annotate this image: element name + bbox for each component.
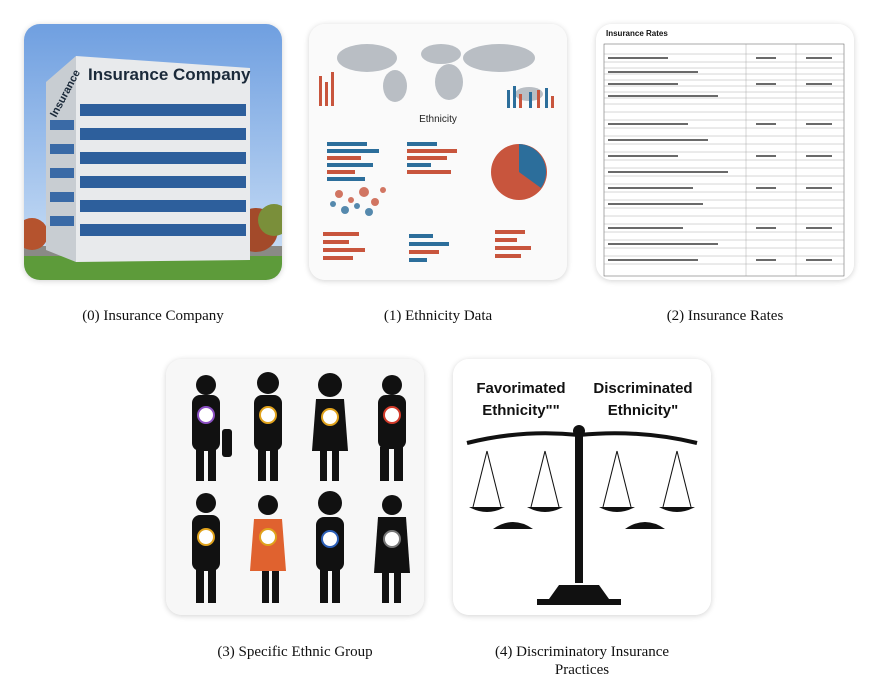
caption-0: (0) Insurance Company xyxy=(82,308,224,324)
panel-ethnicity-data: Ethnicity xyxy=(309,24,567,280)
caption-3: (3) Specific Ethnic Group xyxy=(217,644,373,660)
left-title-line2: Ethnicity"" xyxy=(482,402,560,419)
caption-4: (4) Discriminatory Insurance Practices xyxy=(494,644,670,678)
caption-1: (1) Ethnicity Data xyxy=(383,308,493,324)
insurance-rates-table-image: Insurance Rates xyxy=(596,24,854,280)
building-sign: Insurance Company xyxy=(88,65,251,84)
left-title-line1: Favorimated xyxy=(476,380,565,397)
caption-2: (2) Insurance Rates xyxy=(666,308,784,324)
right-title-line2: Ethnicity" xyxy=(608,402,678,419)
insurance-building-image: Insurance Company Insurance xyxy=(24,24,282,280)
ethnicity-heading: Ethnicity xyxy=(419,114,457,125)
panel-insurance-company: Insurance Company Insurance xyxy=(24,24,282,280)
ethnicity-dashboard-image: Ethnicity xyxy=(309,24,567,280)
ethnic-group-silhouettes-image xyxy=(166,359,424,615)
panel-specific-ethnic-group xyxy=(166,359,424,615)
rates-heading: Insurance Rates xyxy=(606,29,668,38)
right-title-line1: Discriminated xyxy=(593,380,692,397)
panel-insurance-rates: Insurance Rates xyxy=(596,24,854,280)
panel-discriminatory-practices: Favorimated Ethnicity"" Discriminated Et… xyxy=(453,359,711,615)
pie-chart-graphic xyxy=(491,144,547,200)
scales-of-justice-image: Favorimated Ethnicity"" Discriminated Et… xyxy=(453,359,711,615)
